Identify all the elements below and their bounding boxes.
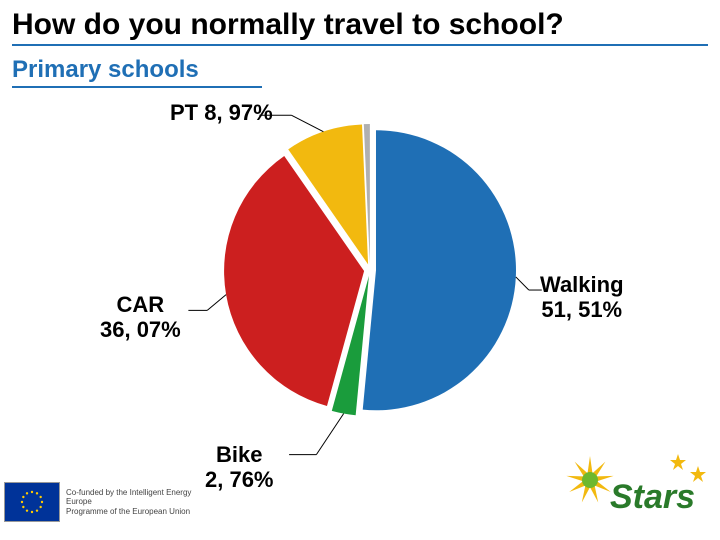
eu-cofunded-text: Co-funded by the Intelligent Energy Euro…: [66, 488, 216, 516]
stars-logo-text: Stars: [610, 478, 695, 516]
stars-logo: Stars: [560, 448, 710, 528]
eu-flag-icon: [4, 482, 60, 522]
eu-cofunded-badge: Co-funded by the Intelligent Energy Euro…: [4, 482, 216, 522]
